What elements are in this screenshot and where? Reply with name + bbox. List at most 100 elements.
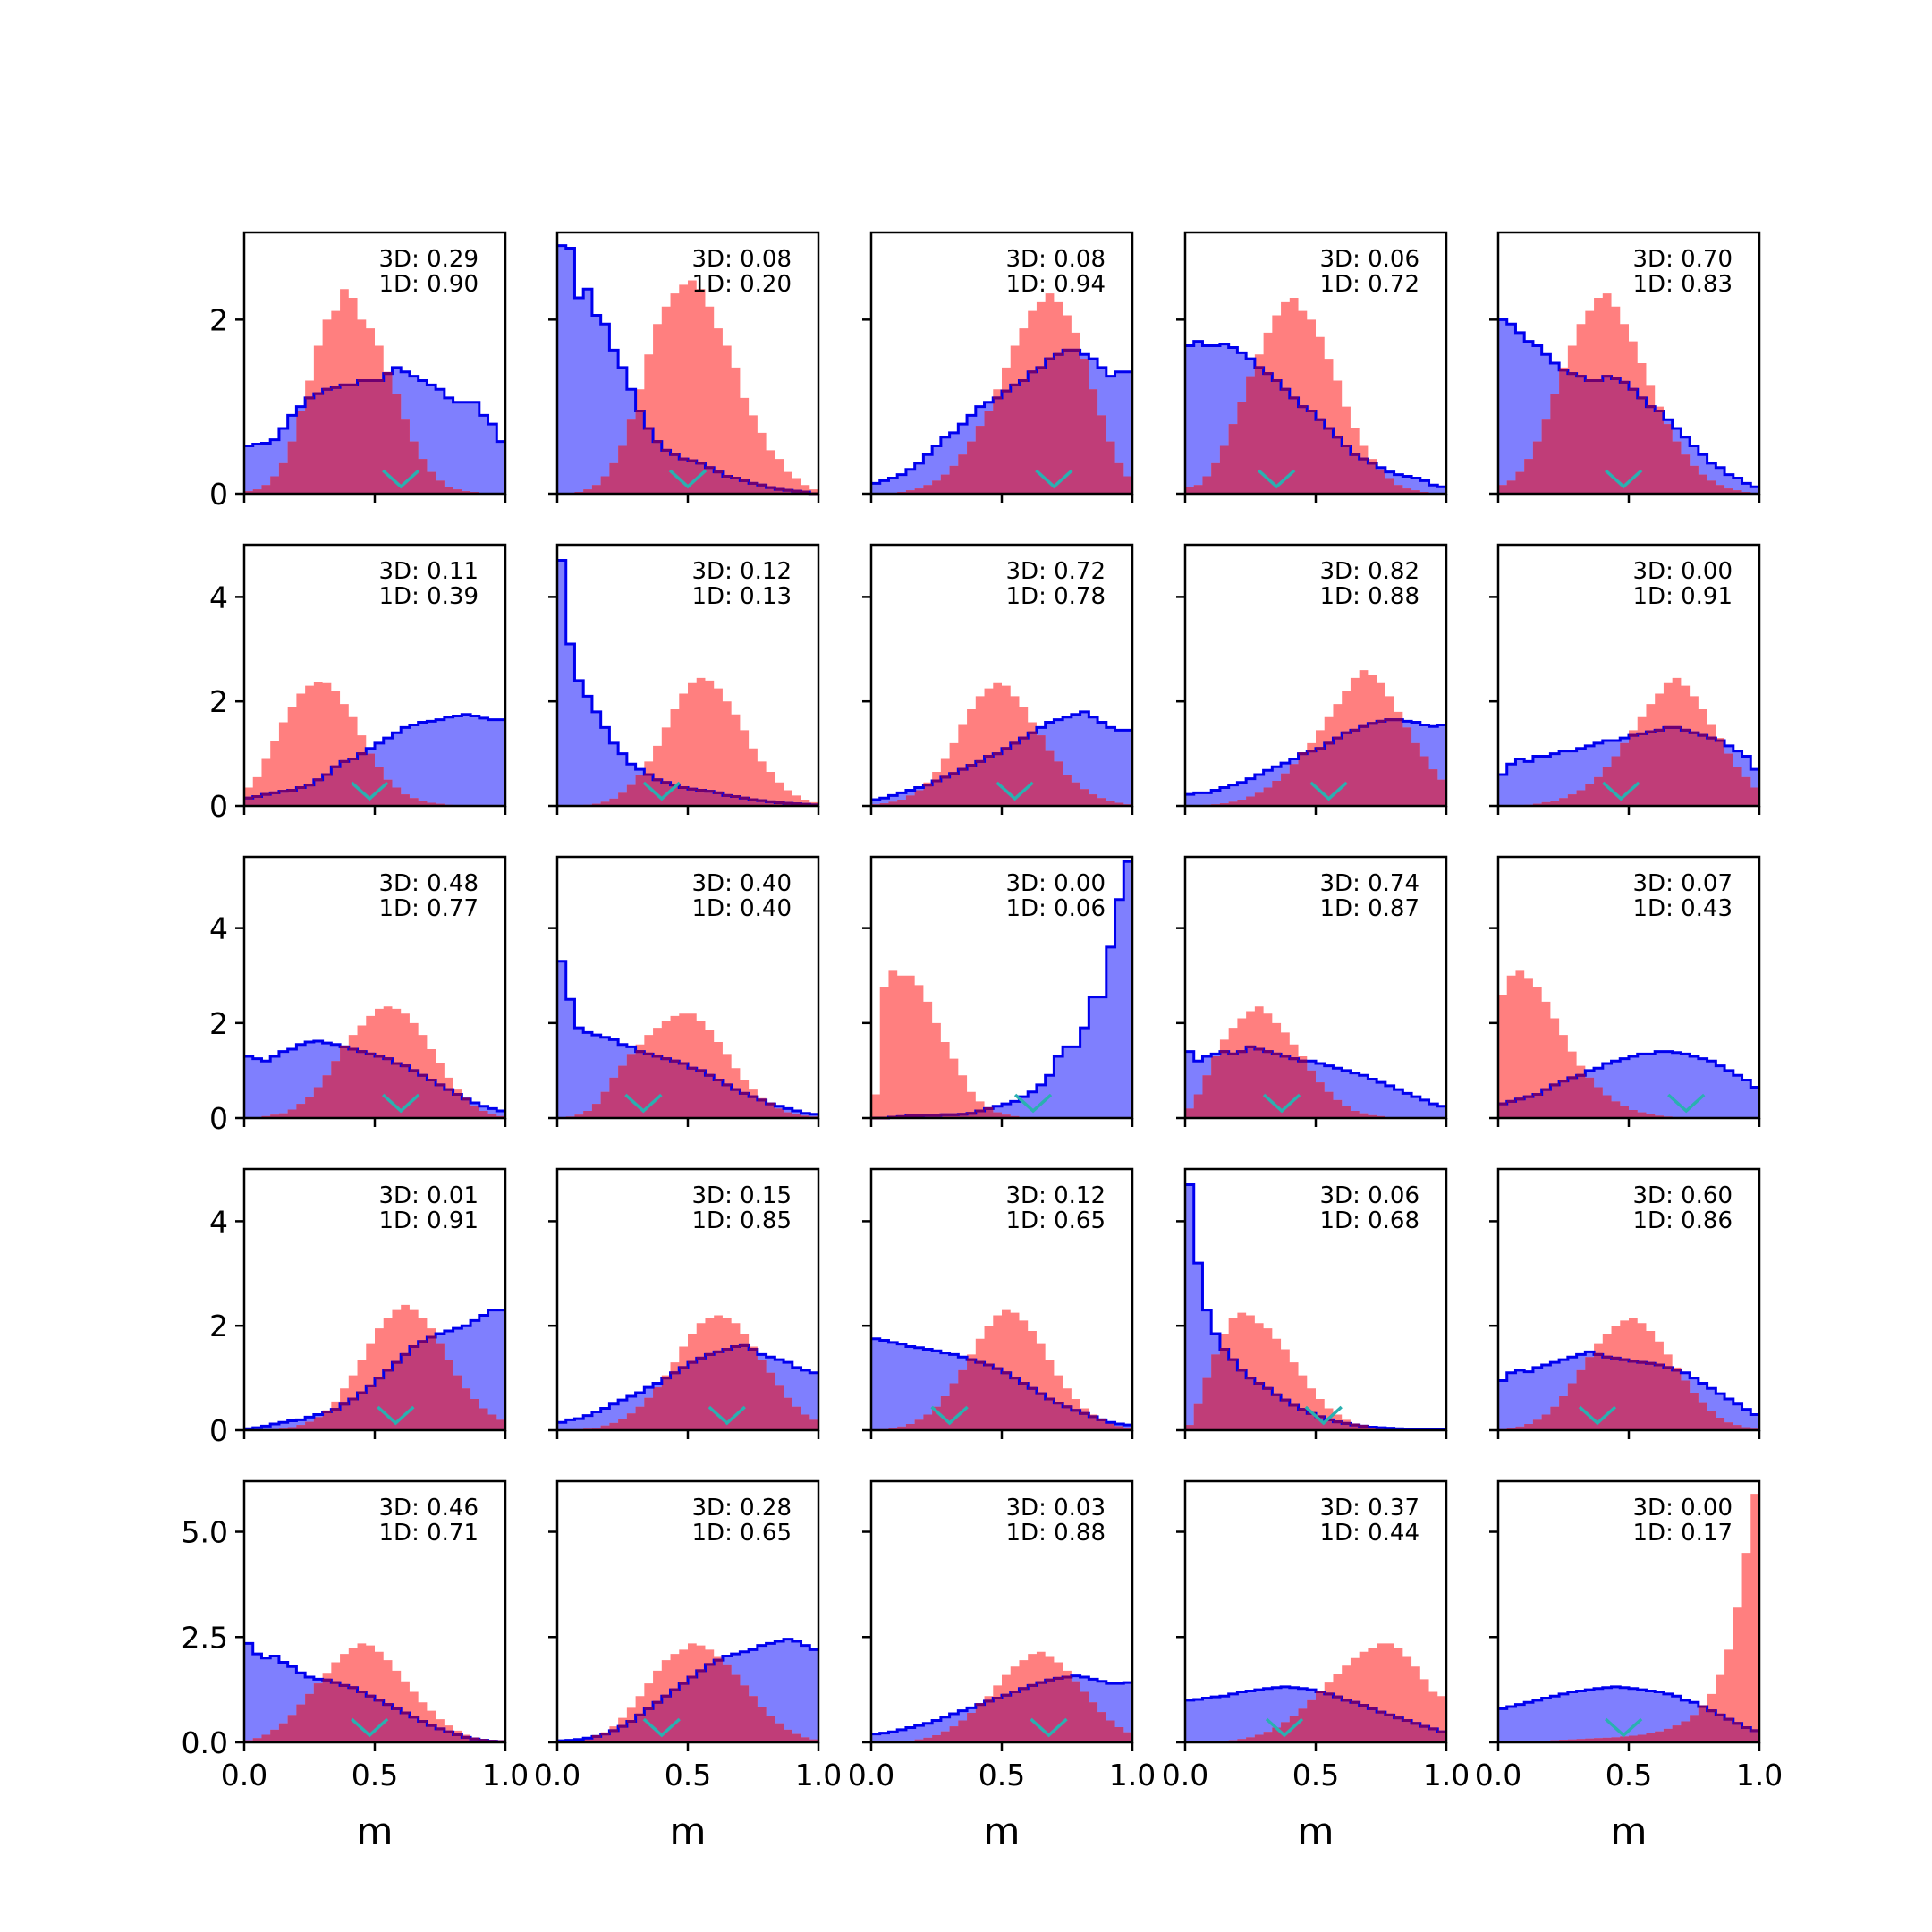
annotation-line-1: 1D: 0.72 [1320, 271, 1419, 298]
x-tick-label: 1.0 [795, 1758, 842, 1792]
y-tick-label: 4 [209, 911, 228, 946]
hist-overlap-outline [322, 1335, 436, 1414]
annotation-line-0: 3D: 0.60 [1633, 1182, 1733, 1209]
y-tick-label: 0 [209, 477, 228, 512]
annotation-line-0: 3D: 0.29 [379, 246, 479, 273]
annotation-line-1: 1D: 0.20 [692, 271, 792, 298]
marker-chevron-icon [1578, 1405, 1617, 1426]
y-tick-label: 0 [209, 1101, 228, 1136]
x-tick-label: 1.0 [1423, 1758, 1470, 1792]
annotation-line-0: 3D: 0.72 [1006, 558, 1106, 585]
annotation-line-1: 1D: 0.39 [379, 583, 479, 610]
annotation-line-0: 3D: 0.07 [1633, 870, 1733, 897]
marker-chevron-icon [1309, 781, 1348, 801]
annotation-line-1: 1D: 0.88 [1320, 583, 1419, 610]
y-tick-label: 2 [209, 1006, 228, 1041]
hist-overlap-fill [1498, 369, 1759, 494]
marker-chevron-icon [1602, 781, 1640, 801]
annotation-line-0: 3D: 0.06 [1320, 1182, 1419, 1209]
annotation-line-0: 3D: 0.00 [1633, 558, 1733, 585]
annotation-line-1: 1D: 0.83 [1633, 271, 1733, 298]
annotation-line-1: 1D: 0.91 [379, 1208, 479, 1234]
annotation-line-0: 3D: 0.06 [1320, 246, 1419, 273]
x-tick-label: 0.0 [534, 1758, 580, 1792]
x-tick-label: 0.5 [979, 1758, 1025, 1792]
hist-blue-fill [871, 861, 1132, 1118]
hist-overlap-fill [244, 373, 505, 494]
y-tick-label: 2 [209, 684, 228, 719]
annotation-line-1: 1D: 0.71 [379, 1520, 479, 1546]
hist-overlap-outline [1594, 1352, 1682, 1372]
x-tick-label: 0.5 [665, 1758, 711, 1792]
marker-chevron-icon [1604, 469, 1643, 489]
marker-chevron-icon [668, 469, 708, 489]
marker-chevron-icon [377, 1405, 415, 1426]
x-tick-label: 0.5 [352, 1758, 398, 1792]
hist-overlap-outline [340, 1045, 471, 1101]
x-axis-label: m [1611, 1809, 1648, 1853]
hist-overlap-outline [591, 1658, 723, 1738]
annotation-line-0: 3D: 0.12 [692, 558, 792, 585]
annotation-line-0: 3D: 0.15 [692, 1182, 792, 1209]
x-tick-label: 0.0 [848, 1758, 894, 1792]
annotation-line-0: 3D: 0.37 [1320, 1495, 1419, 1521]
annotation-line-1: 1D: 0.91 [1633, 583, 1733, 610]
x-tick-label: 0.0 [1475, 1758, 1521, 1792]
marker-chevron-icon [930, 1405, 969, 1426]
hist-overlap-fill [871, 733, 1132, 806]
annotation-line-1: 1D: 0.06 [1006, 895, 1106, 922]
x-axis-label: m [670, 1809, 707, 1853]
x-tick-label: 0.5 [1606, 1758, 1652, 1792]
marker-chevron-icon [350, 1717, 389, 1738]
hist-overlap-outline [1629, 725, 1725, 742]
annotation-line-1: 1D: 0.68 [1320, 1208, 1419, 1234]
annotation-line-1: 1D: 0.88 [1006, 1520, 1106, 1546]
marker-chevron-icon [1013, 1093, 1053, 1114]
hist-overlap-outline [923, 731, 1037, 787]
hist-blue-outline [1498, 1050, 1759, 1106]
hist-red-fill [871, 970, 1132, 1118]
hist-overlap-fill [1498, 1075, 1759, 1118]
hist-red-fill [557, 677, 818, 806]
annotation-line-1: 1D: 0.65 [1006, 1208, 1106, 1234]
annotation-line-1: 1D: 0.40 [692, 895, 792, 922]
annotation-line-0: 3D: 0.08 [1006, 246, 1106, 273]
y-tick-label: 0 [209, 1413, 228, 1448]
hist-blue-fill [557, 560, 818, 806]
hist-overlap-outline [644, 773, 818, 807]
hist-overlap-outline [1698, 1705, 1759, 1733]
hist-overlap-outline [305, 372, 393, 400]
annotation-line-0: 3D: 0.12 [1006, 1182, 1106, 1209]
annotation-line-1: 1D: 0.77 [379, 895, 479, 922]
marker-chevron-icon [1035, 469, 1073, 489]
y-tick-label: 2 [209, 1309, 228, 1343]
marker-chevron-icon [350, 781, 389, 801]
x-tick-label: 0.0 [221, 1758, 267, 1792]
hist-overlap-fill [871, 1677, 1132, 1742]
hist-overlap-fill [1498, 727, 1759, 806]
x-tick-label: 1.0 [482, 1758, 529, 1792]
hist-overlap-outline [1219, 1347, 1368, 1428]
marker-chevron-icon [382, 469, 420, 489]
annotation-line-0: 3D: 0.03 [1006, 1495, 1106, 1521]
y-tick-label: 4 [209, 580, 228, 614]
hist-overlap-outline [975, 1675, 1072, 1707]
annotation-line-1: 1D: 0.94 [1006, 271, 1106, 298]
hist-overlap-outline [967, 1358, 1106, 1421]
y-tick-label: 2 [209, 302, 228, 337]
marker-chevron-icon [1262, 1093, 1301, 1114]
hist-overlap-outline [1498, 1073, 1586, 1106]
annotation-line-1: 1D: 0.78 [1006, 583, 1106, 610]
hist-overlap-outline [1254, 366, 1377, 465]
hist-overlap-fill [244, 1046, 505, 1118]
